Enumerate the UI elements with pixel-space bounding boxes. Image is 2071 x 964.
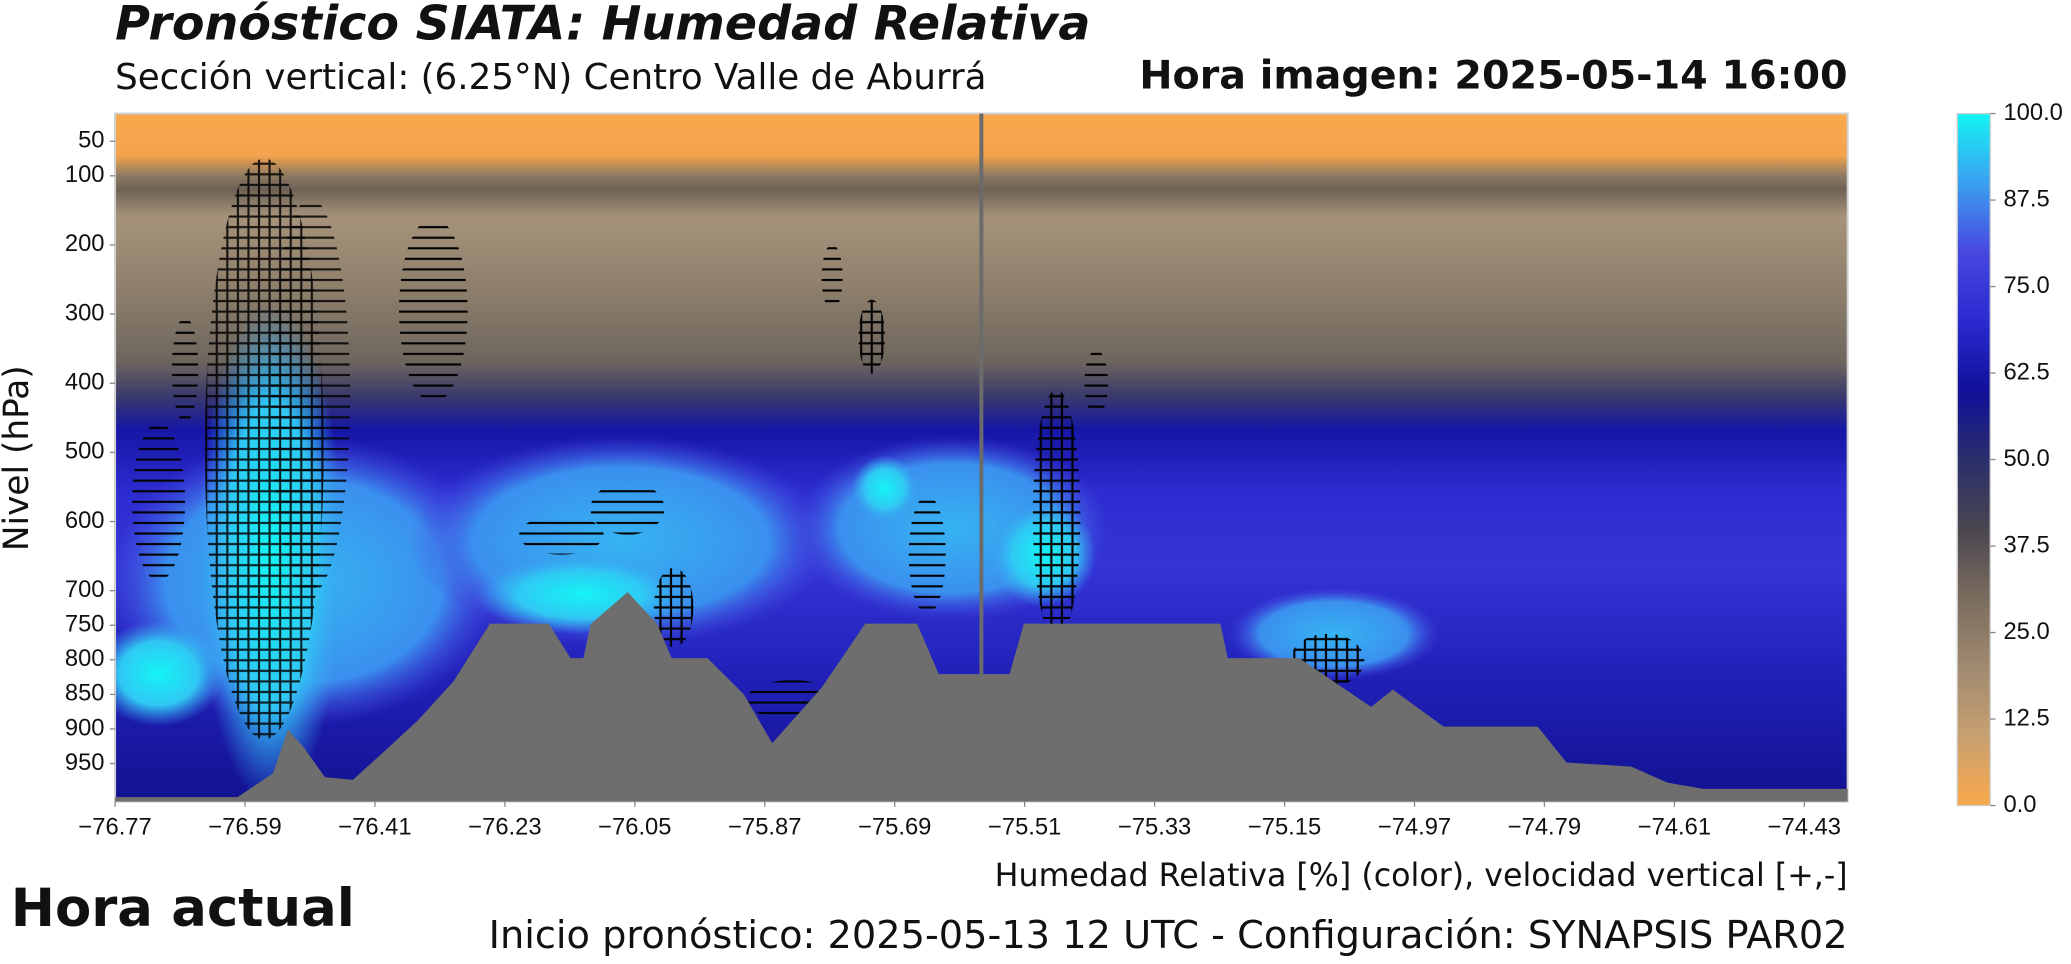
- colorbar-tick-label: 100.0: [2003, 99, 2062, 126]
- chart-title: Pronóstico SIATA: Humedad Relativa: [115, 0, 1090, 51]
- forecast-info: Inicio pronóstico: 2025-05-13 12 UTC - C…: [489, 913, 1848, 958]
- y-tick-label: 700: [65, 576, 105, 603]
- y-tick-label: 200: [65, 230, 105, 257]
- colorbar-tick-label: 50.0: [2003, 445, 2049, 472]
- x-tick-label: −76.59: [208, 813, 281, 840]
- y-tick-label: 400: [65, 369, 105, 396]
- y-tick-label: 850: [65, 680, 105, 707]
- x-tick-label: −75.69: [858, 813, 931, 840]
- image-time: Hora imagen: 2025-05-14 16:00: [1139, 52, 1847, 98]
- y-tick-label: 900: [65, 714, 105, 741]
- x-tick-label: −74.61: [1638, 813, 1711, 840]
- y-tick-label: 950: [65, 749, 105, 776]
- colorbar-tick-label: 37.5: [2003, 531, 2049, 558]
- colorbar: [1956, 112, 1991, 807]
- x-tick-label: −76.41: [338, 813, 411, 840]
- colorbar-tick-label: 75.0: [2003, 272, 2049, 299]
- x-tick-label: −74.79: [1508, 813, 1581, 840]
- x-tick-label: −75.87: [728, 813, 801, 840]
- colorbar-tick-label: 62.5: [2003, 358, 2049, 385]
- y-tick-label: 500: [65, 438, 105, 465]
- current-time-label: Hora actual: [11, 878, 355, 939]
- x-tick-label: −75.51: [988, 813, 1061, 840]
- x-tick-label: −75.33: [1118, 813, 1191, 840]
- x-tick-label: −76.23: [468, 813, 541, 840]
- colorbar-tick-label: 0.0: [2003, 791, 2036, 818]
- x-tick-label: −76.05: [598, 813, 671, 840]
- colorbar-tick-label: 12.5: [2003, 704, 2049, 731]
- chart-subtitle: Sección vertical: (6.25°N) Centro Valle …: [115, 57, 986, 98]
- y-tick-label: 800: [65, 645, 105, 672]
- y-tick-label: 50: [78, 127, 104, 154]
- y-tick-label: 600: [65, 507, 105, 534]
- y-tick-label: 300: [65, 299, 105, 326]
- terrain-outline: [115, 592, 1848, 800]
- terrain-fill: [115, 593, 1848, 802]
- y-tick-label: 100: [65, 161, 105, 188]
- x-tick-label: −74.97: [1378, 813, 1451, 840]
- x-tick-label: −74.43: [1768, 813, 1841, 840]
- y-tick-label: 750: [65, 611, 105, 638]
- x-tick-label: −75.15: [1248, 813, 1321, 840]
- colorbar-tick-label: 25.0: [2003, 618, 2049, 645]
- y-axis-label: Nivel (hPa): [0, 365, 37, 551]
- x-tick-label: −76.77: [78, 813, 151, 840]
- x-axis-label: Humedad Relativa [%] (color), velocidad …: [995, 858, 1848, 894]
- colorbar-tick-label: 87.5: [2003, 185, 2049, 212]
